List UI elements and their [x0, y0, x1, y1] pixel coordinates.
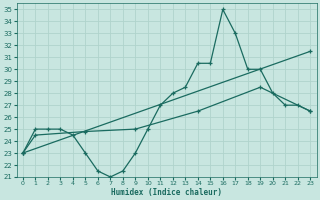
X-axis label: Humidex (Indice chaleur): Humidex (Indice chaleur) [111, 188, 222, 197]
